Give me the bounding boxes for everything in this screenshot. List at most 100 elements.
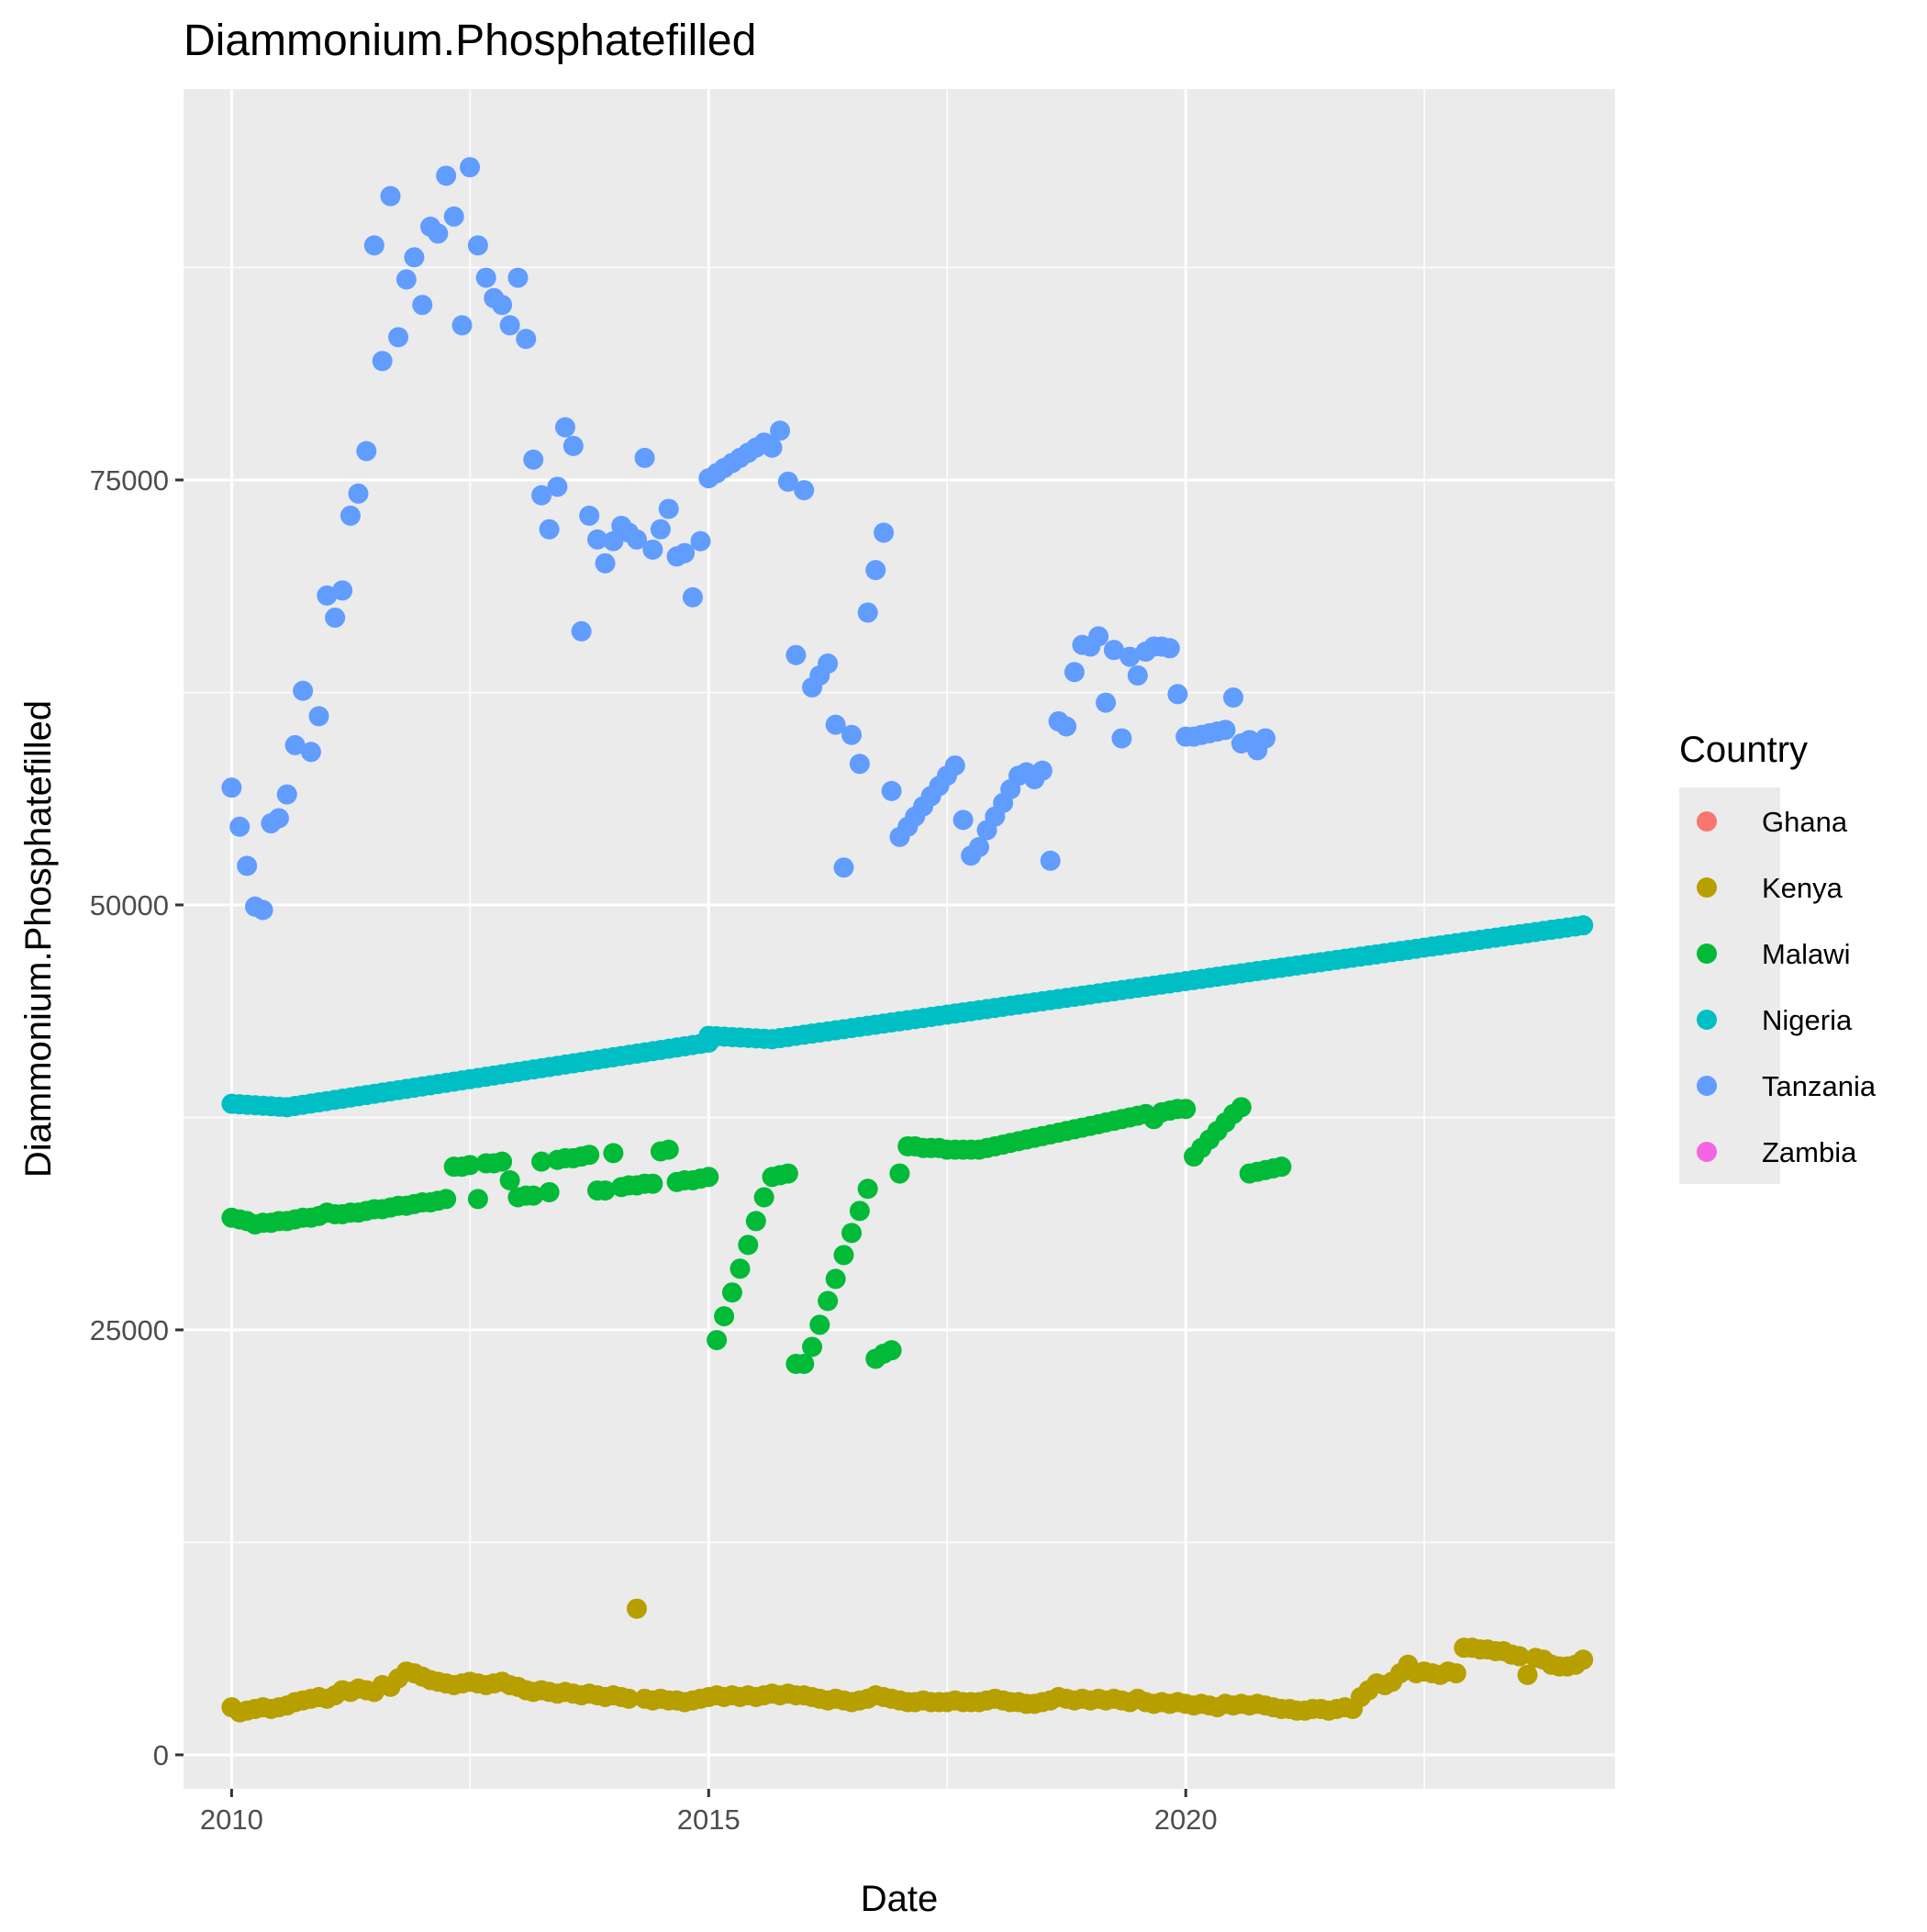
data-point-tanzania xyxy=(356,441,377,462)
data-point-tanzania xyxy=(372,351,393,372)
data-point-tanzania xyxy=(874,522,895,543)
x-tick-label: 2020 xyxy=(1154,1804,1218,1836)
data-point-tanzania xyxy=(539,519,560,540)
y-tick-label: 0 xyxy=(153,1739,169,1771)
data-point-tanzania xyxy=(603,530,624,552)
data-point-malawi xyxy=(841,1223,863,1244)
data-point-tanzania xyxy=(388,327,409,348)
x-tick-label: 2010 xyxy=(200,1804,263,1836)
data-point-tanzania xyxy=(1223,687,1244,709)
legend-key-ghana xyxy=(1697,811,1717,832)
data-point-tanzania xyxy=(237,855,258,877)
data-point-malawi xyxy=(738,1234,759,1256)
data-point-tanzania xyxy=(499,315,520,336)
data-point-tanzania xyxy=(857,602,878,623)
data-point-tanzania xyxy=(412,295,433,316)
data-point-malawi xyxy=(730,1258,751,1279)
data-point-malawi xyxy=(818,1290,839,1312)
y-tick-label: 75000 xyxy=(90,464,169,497)
data-point-tanzania xyxy=(380,185,401,207)
data-point-tanzania xyxy=(650,519,671,540)
data-point-tanzania xyxy=(363,235,384,256)
data-point-malawi xyxy=(460,1155,481,1176)
data-point-tanzania xyxy=(1127,664,1148,686)
data-point-tanzania xyxy=(293,680,314,701)
data-point-tanzania xyxy=(968,836,989,857)
legend-key-kenya xyxy=(1697,877,1717,898)
data-point-tanzania xyxy=(460,157,481,178)
legend-label-kenya: Kenya xyxy=(1762,872,1843,904)
legend-label-ghana: Ghana xyxy=(1762,806,1848,838)
data-point-tanzania xyxy=(325,607,346,628)
data-point-kenya xyxy=(1573,1649,1594,1670)
data-point-tanzania xyxy=(1111,728,1132,749)
data-point-malawi xyxy=(499,1169,520,1190)
data-point-malawi xyxy=(1231,1097,1252,1118)
data-point-tanzania xyxy=(443,206,464,227)
data-point-tanzania xyxy=(849,754,870,775)
data-point-malawi xyxy=(436,1189,457,1210)
data-point-tanzania xyxy=(563,435,584,456)
axes: 2010 2015 2020 0 25000 50000 75000 xyxy=(90,464,1218,1836)
legend-label-malawi: Malawi xyxy=(1762,938,1850,970)
data-point-tanzania xyxy=(785,644,807,665)
data-point-tanzania xyxy=(674,542,696,564)
data-point-malawi xyxy=(745,1211,766,1232)
data-point-tanzania xyxy=(252,899,273,921)
legend: Country Ghana Kenya Malawi Nigeria Tanzania Z… xyxy=(1679,730,1877,1184)
data-point-kenya xyxy=(626,1598,647,1619)
plot-panel xyxy=(184,89,1615,1789)
data-point-tanzania xyxy=(492,295,513,316)
data-point-tanzania xyxy=(547,476,568,497)
data-point-malawi xyxy=(1175,1099,1197,1120)
data-point-tanzania xyxy=(332,580,353,601)
data-point-tanzania xyxy=(1255,728,1276,749)
data-point-tanzania xyxy=(579,505,600,526)
legend-key-malawi xyxy=(1697,944,1717,964)
data-point-malawi xyxy=(889,1163,910,1184)
data-point-malawi xyxy=(802,1336,823,1357)
data-point-malawi xyxy=(857,1178,878,1200)
data-point-tanzania xyxy=(531,485,552,506)
legend-label-nigeria: Nigeria xyxy=(1762,1004,1853,1036)
y-tick-label: 50000 xyxy=(90,889,169,921)
data-point-tanzania xyxy=(690,530,711,552)
data-point-malawi xyxy=(642,1173,663,1194)
data-point-tanzania xyxy=(682,586,703,608)
data-point-malawi xyxy=(881,1340,902,1361)
data-point-kenya xyxy=(1509,1646,1530,1667)
legend-items: Ghana Kenya Malawi Nigeria Tanzania Zambia xyxy=(1697,806,1877,1168)
data-point-malawi xyxy=(523,1185,544,1206)
data-point-tanzania xyxy=(595,553,616,574)
data-point-tanzania xyxy=(395,269,417,290)
data-point-tanzania xyxy=(451,315,473,336)
data-point-malawi xyxy=(658,1139,679,1160)
data-point-tanzania xyxy=(317,585,338,606)
legend-label-zambia: Zambia xyxy=(1762,1136,1857,1168)
data-point-malawi xyxy=(825,1268,846,1290)
data-point-tanzania xyxy=(952,810,974,831)
data-point-tanzania xyxy=(762,437,783,458)
data-point-malawi xyxy=(539,1181,560,1202)
data-point-malawi xyxy=(707,1330,728,1351)
data-point-nigeria xyxy=(1573,915,1594,936)
data-point-kenya xyxy=(1517,1664,1538,1685)
data-point-tanzania xyxy=(833,857,854,878)
data-point-tanzania xyxy=(634,447,655,468)
data-point-malawi xyxy=(698,1167,719,1188)
data-point-tanzania xyxy=(554,417,575,438)
data-point-tanzania xyxy=(825,714,846,735)
data-point-tanzania xyxy=(1167,684,1188,705)
data-point-tanzania xyxy=(1088,626,1109,647)
legend-key-background xyxy=(1679,787,1780,1184)
legend-key-nigeria xyxy=(1697,1010,1717,1030)
data-point-malawi xyxy=(467,1189,488,1210)
data-point-malawi xyxy=(833,1245,854,1266)
data-point-malawi xyxy=(603,1143,624,1164)
data-point-tanzania xyxy=(1215,720,1236,741)
data-point-malawi xyxy=(809,1314,830,1335)
data-point-tanzania xyxy=(467,235,488,256)
data-points xyxy=(221,157,1594,1723)
data-point-malawi xyxy=(714,1306,735,1327)
data-point-tanzania xyxy=(523,449,544,470)
